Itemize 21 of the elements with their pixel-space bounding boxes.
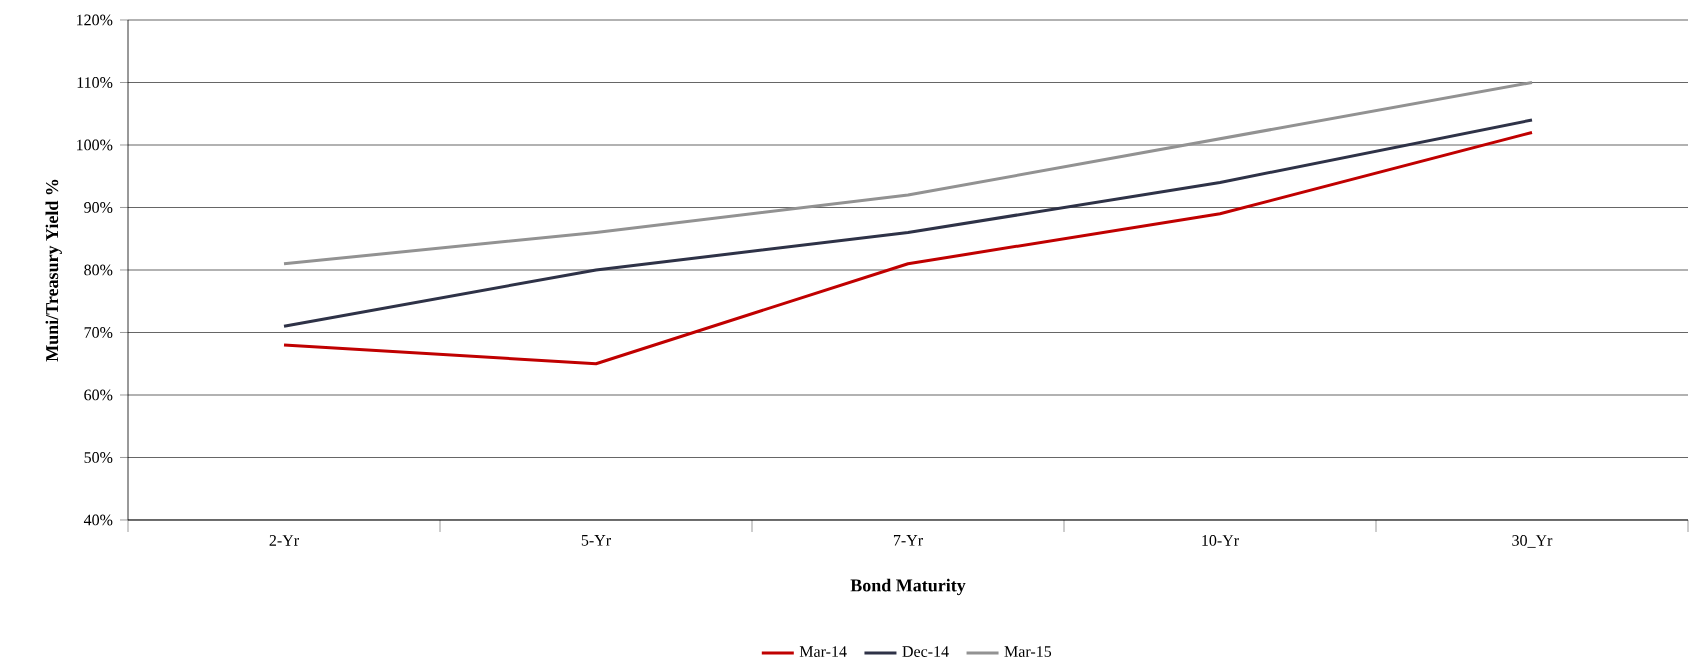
y-tick-label: 120% [77, 14, 113, 26]
x-tick-label: 2-Yr [269, 535, 299, 546]
y-axis-title: Muni/Treasury Yield % [45, 179, 62, 362]
y-tick-label: 100% [77, 139, 113, 151]
legend-label: Dec-14 [902, 646, 949, 658]
y-tick-label: 70% [84, 327, 113, 339]
line-series [282, 118, 1534, 328]
line-series [282, 131, 1534, 366]
x-tick-label: 30_Yr [1512, 535, 1553, 548]
x-axis-title: Bond Maturity [850, 578, 966, 596]
x-tick-label: 7-Yr [893, 535, 923, 546]
y-tick-label: 40% [83, 514, 113, 526]
x-tick-label: 5-Yr [581, 535, 611, 546]
y-tick-label: 90% [84, 202, 113, 214]
y-tick-label: 80% [84, 264, 113, 276]
x-tick-label: 10-Yr [1202, 535, 1239, 546]
y-tick-label: 50% [84, 452, 113, 464]
legend-label: Mar-14 [799, 646, 847, 658]
y-tick-label: 110% [77, 77, 113, 89]
legend-label: Mar-15 [1004, 646, 1052, 658]
y-tick-label: 60% [84, 389, 113, 401]
